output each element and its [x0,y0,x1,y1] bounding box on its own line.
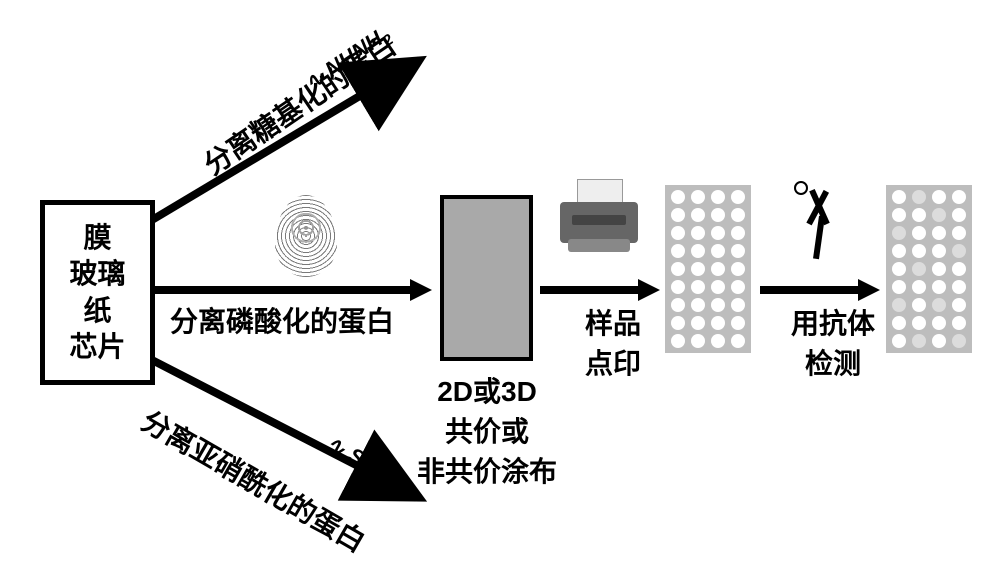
spot [892,316,906,330]
step2-arrow-line [540,286,642,294]
antibody-icon [788,185,848,259]
step3-arrow-line [760,286,862,294]
spot [691,298,705,312]
spot [892,208,906,222]
spot [932,334,946,348]
spot [691,262,705,276]
spot [912,298,926,312]
spot [711,244,725,258]
spot [731,208,745,222]
spot [912,262,926,276]
spot [691,244,705,258]
spot [952,298,966,312]
slide-caption: 2D或3D共价或非共价涂布 [407,370,567,490]
spot [932,244,946,258]
spot [892,226,906,240]
spot [711,334,725,348]
spot [912,316,926,330]
spot [952,244,966,258]
spot [932,208,946,222]
branch-mid-label: 分离磷酸化的蛋白 [170,300,394,340]
spot [711,262,725,276]
spot [932,262,946,276]
spot [691,280,705,294]
spot [912,208,926,222]
spot [932,280,946,294]
spot [892,280,906,294]
spot [671,244,685,258]
spot [952,316,966,330]
spot [691,190,705,204]
spot [912,190,926,204]
spot [731,262,745,276]
spot [912,244,926,258]
spot [912,334,926,348]
spot [671,262,685,276]
spot [671,334,685,348]
spot [711,298,725,312]
spot [691,334,705,348]
spot [952,190,966,204]
spot [711,226,725,240]
spot [892,262,906,276]
spot [912,226,926,240]
spot [731,226,745,240]
spot [731,334,745,348]
spot [671,226,685,240]
spot [952,208,966,222]
spot [731,298,745,312]
spot [932,298,946,312]
step2-caption: 样品点印 [573,302,653,382]
spot [711,190,725,204]
spot [892,190,906,204]
spot [711,208,725,222]
branch-mid-arrow-head [410,279,432,301]
spot [731,190,745,204]
spot [731,244,745,258]
spot [912,280,926,294]
spot [711,280,725,294]
spot-array-1 [665,185,751,353]
step2-arrow-head [638,279,660,301]
spot [952,262,966,276]
spot [952,280,966,294]
spot [671,280,685,294]
spot [671,316,685,330]
spot [711,316,725,330]
spot-array-2 [886,185,972,353]
spot [671,190,685,204]
coated-slide [440,195,533,361]
step3-caption: 用抗体检测 [783,302,883,382]
spot [671,298,685,312]
spot [932,316,946,330]
spot [892,298,906,312]
spot [932,190,946,204]
spot [731,280,745,294]
spot [691,208,705,222]
spot [731,316,745,330]
source-box: 膜玻璃纸芯片 [40,200,155,385]
spot [671,208,685,222]
spot [952,334,966,348]
spot [892,334,906,348]
step3-arrow-head [858,279,880,301]
spot [691,226,705,240]
source-box-text: 膜玻璃纸芯片 [69,220,125,366]
spot [932,226,946,240]
spot [952,226,966,240]
branch-mid-arrow-line [152,286,414,294]
printer-icon [560,195,638,253]
spot [691,316,705,330]
spot [892,244,906,258]
